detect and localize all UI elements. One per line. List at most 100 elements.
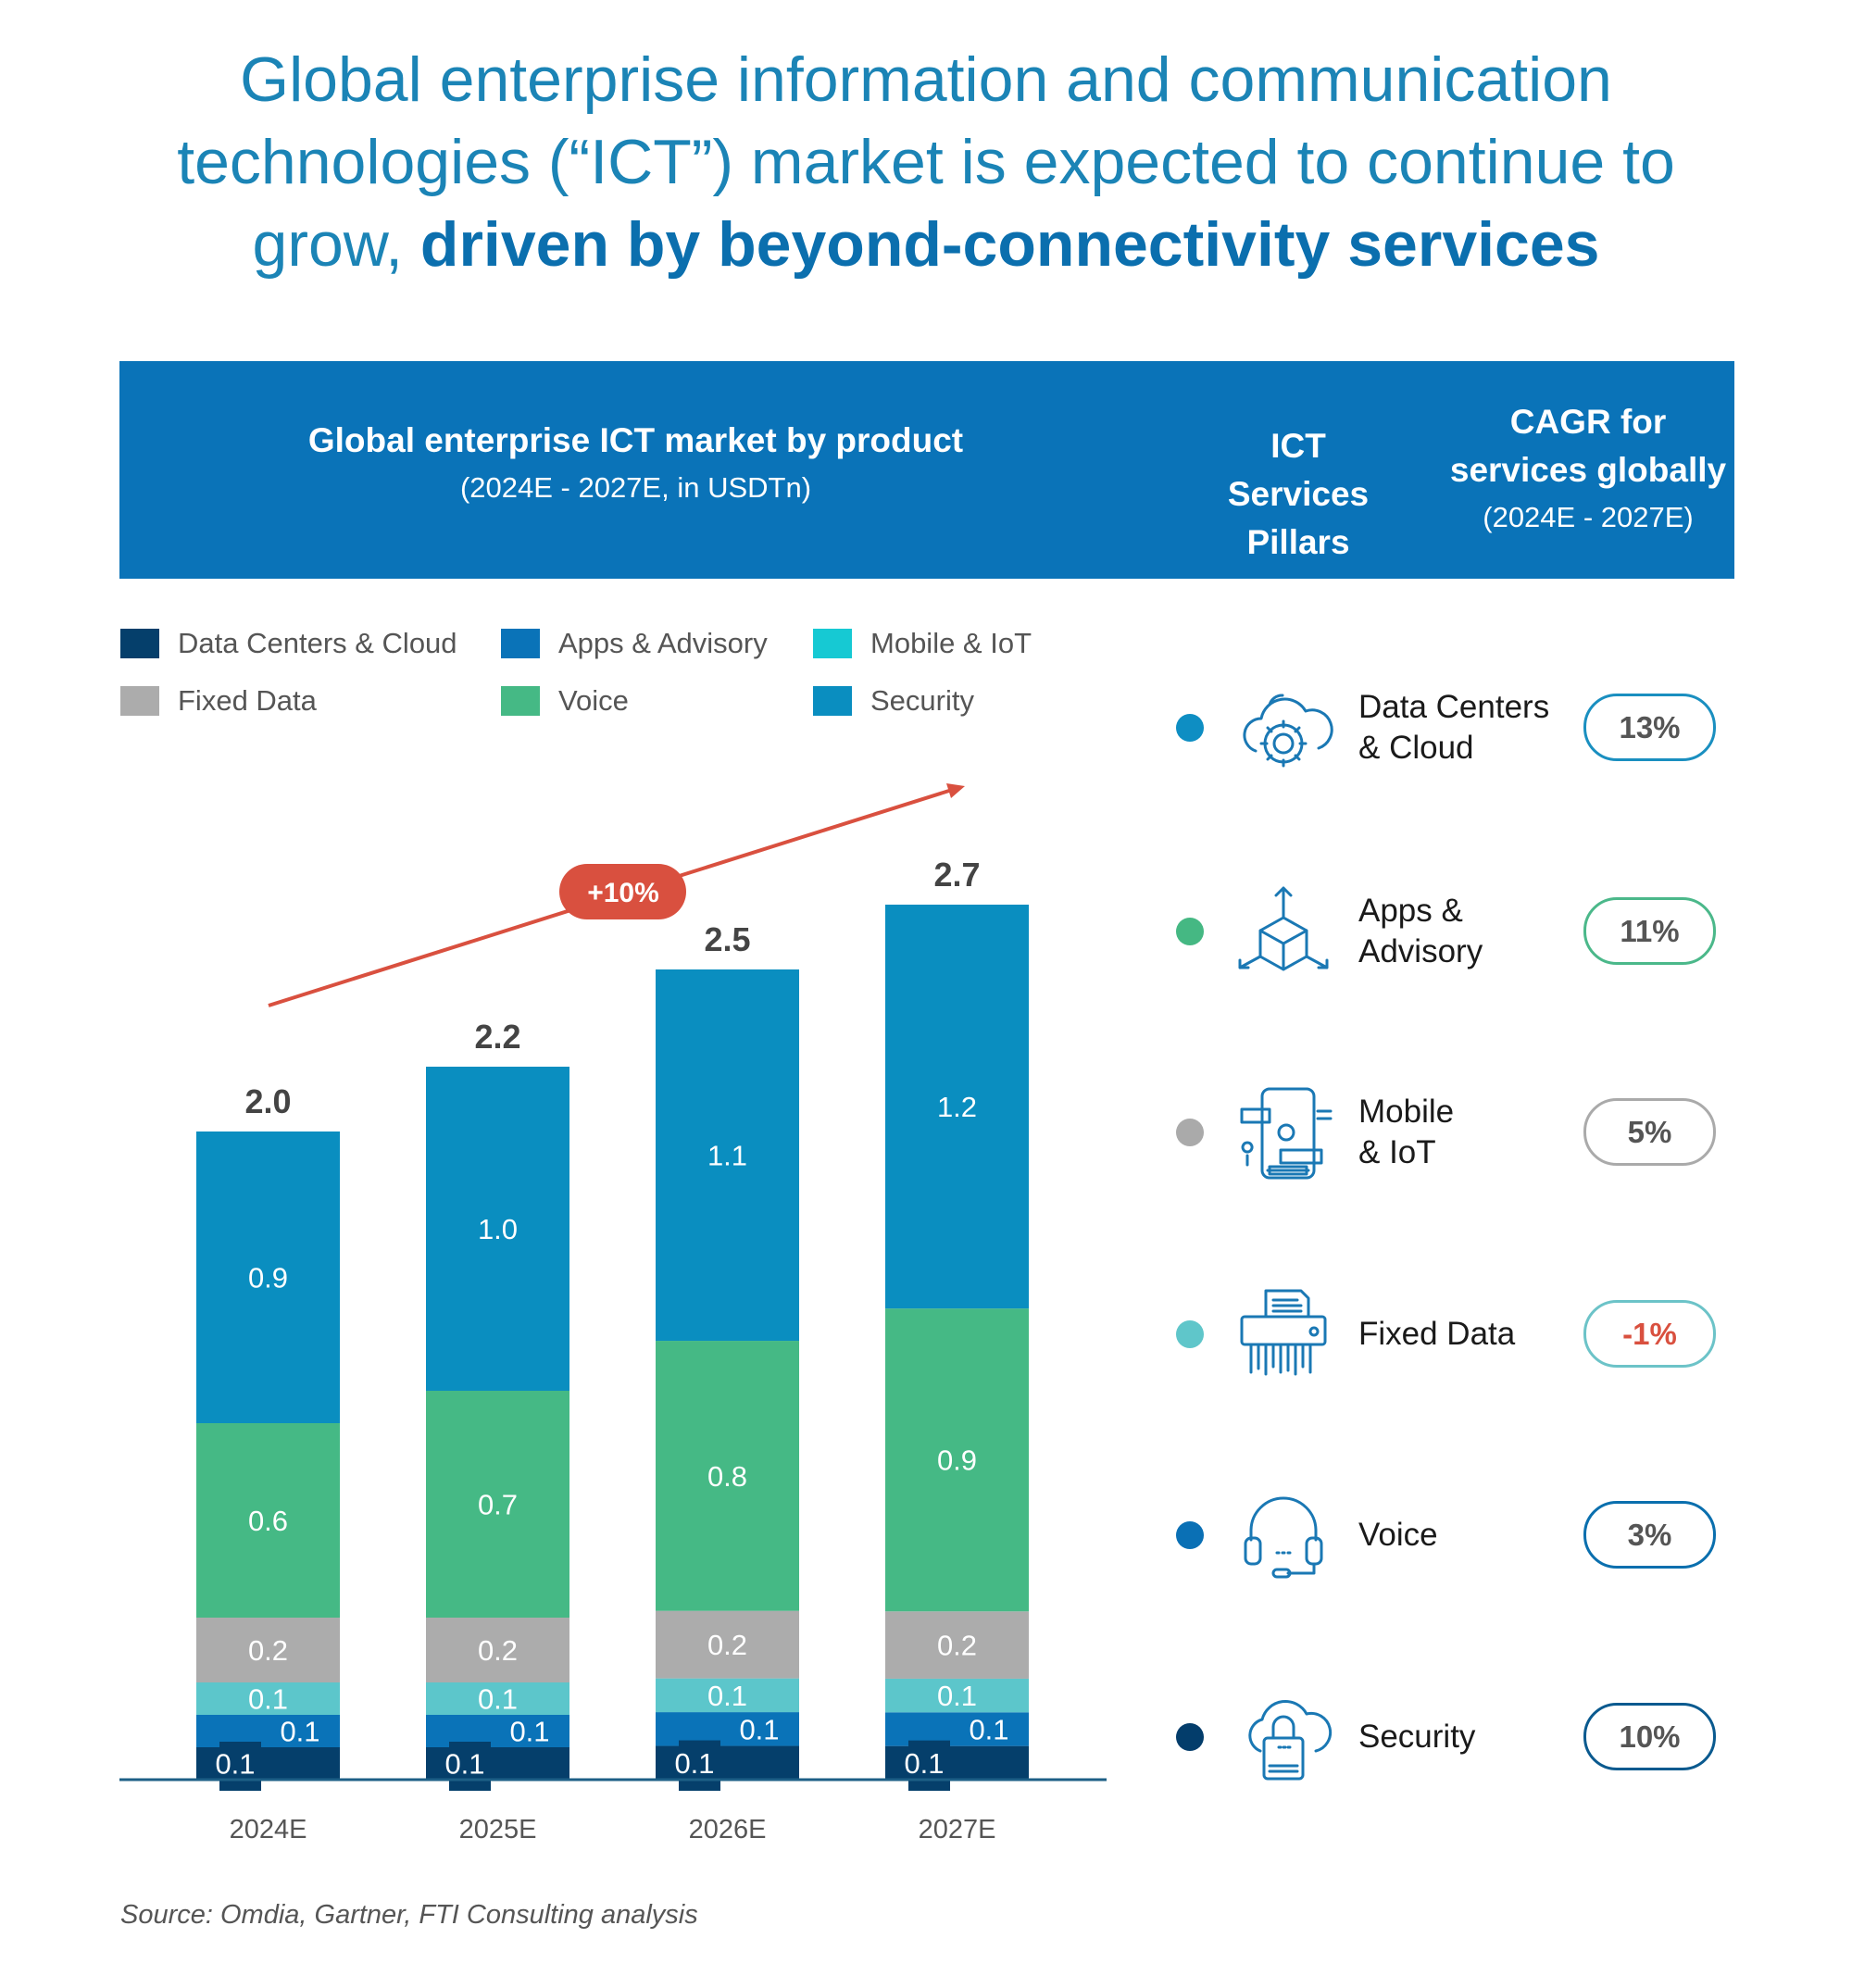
legend-label: Data Centers & Cloud <box>178 627 457 659</box>
pillar-dot <box>1176 1119 1204 1146</box>
data-label: 0.1 <box>969 1713 1008 1745</box>
legend-label: Fixed Data <box>178 684 317 717</box>
pillar-label-line: Security <box>1358 1719 1476 1755</box>
total-label: 2.0 <box>244 1082 291 1120</box>
pillar-label-line: Voice <box>1358 1517 1438 1553</box>
data-label: 0.1 <box>674 1747 714 1780</box>
data-label: 0.2 <box>248 1634 288 1667</box>
bar-segment <box>426 1067 569 1391</box>
x-tick-label: 2027E <box>919 1815 996 1844</box>
headset-icon <box>1244 1496 1323 1579</box>
bar-segment <box>426 1618 569 1682</box>
data-label: 0.1 <box>280 1716 319 1748</box>
pillar-dot <box>1176 714 1204 742</box>
cagr-pill: -1% <box>1583 1300 1716 1368</box>
data-label: 0.1 <box>478 1683 518 1716</box>
pillars-header: ICT Services Pillars <box>1196 422 1400 567</box>
mobile-iot-icon <box>1240 1087 1333 1180</box>
shredder-icon <box>1240 1289 1327 1376</box>
bar-segment <box>656 1610 799 1679</box>
pillar-label-line: Mobile <box>1358 1094 1455 1130</box>
cloud-lock-icon <box>1248 1699 1333 1781</box>
legend-swatch <box>501 686 540 716</box>
chart-header: Global enterprise ICT market by product … <box>119 417 1152 511</box>
pillar-label-line: Fixed Data <box>1358 1316 1516 1352</box>
legend-swatch <box>813 629 852 658</box>
source-note: Source: Omdia, Gartner, FTI Consulting a… <box>120 1900 698 1930</box>
bar-segment <box>656 1712 799 1746</box>
pillar-dot <box>1176 1723 1204 1751</box>
data-label: 0.1 <box>215 1748 255 1781</box>
pillar-row: Apps & Advisory 11% <box>1167 881 1741 982</box>
legend-item: Fixed Data <box>120 684 317 718</box>
legend-label: Voice <box>558 684 629 717</box>
pillar-label-line: & Cloud <box>1358 730 1474 766</box>
data-label: 0.1 <box>739 1713 779 1745</box>
data-label: 0.8 <box>707 1460 747 1493</box>
pillar-label: Voice <box>1358 1484 1438 1586</box>
bar-segment <box>885 905 1029 1309</box>
bar-segment <box>885 1678 1029 1713</box>
legend-item: Data Centers & Cloud <box>120 627 457 660</box>
bar-segment <box>885 1712 1029 1746</box>
total-label: 2.2 <box>474 1018 520 1056</box>
data-label: 0.9 <box>937 1444 977 1477</box>
data-label: 0.2 <box>707 1629 747 1661</box>
pillar-label-line: Advisory <box>1358 933 1483 969</box>
trend-arrowhead <box>946 783 965 798</box>
cagr-title-1: CAGR for <box>1509 403 1667 441</box>
cloud-gear-icon <box>1243 694 1333 768</box>
cagr-pill: 13% <box>1583 694 1716 761</box>
growth-pill <box>559 864 686 919</box>
legend-item: Mobile & IoT <box>813 627 1032 660</box>
x-tick-label: 2026E <box>689 1815 767 1844</box>
x-tick-label: 2025E <box>459 1815 537 1844</box>
data-label: 0.1 <box>707 1680 747 1712</box>
legend-swatch <box>813 686 852 716</box>
cube-arrows-icon <box>1238 886 1329 971</box>
total-label: 2.7 <box>933 856 980 894</box>
data-label: 1.2 <box>937 1091 977 1123</box>
bar-segment <box>426 1682 569 1715</box>
bar-segment <box>656 969 799 1342</box>
cagr-pill: 10% <box>1583 1703 1716 1770</box>
legend-item: Apps & Advisory <box>501 627 768 660</box>
pillar-dot <box>1176 1521 1204 1549</box>
bar-segment <box>196 1132 340 1423</box>
data-label: 0.6 <box>248 1505 288 1537</box>
data-label: 0.1 <box>248 1683 288 1716</box>
pillar-dot <box>1176 918 1204 945</box>
data-label: 0.1 <box>937 1680 977 1712</box>
legend-item: Voice <box>501 684 629 718</box>
data-label-box <box>679 1740 720 1791</box>
pillar-row: Data Centers & Cloud 13% <box>1167 677 1741 779</box>
total-label: 2.5 <box>704 920 750 958</box>
data-label: 0.1 <box>509 1716 549 1748</box>
title-line-1: Global enterprise information and commun… <box>240 44 1612 115</box>
legend-item: Security <box>813 684 974 718</box>
data-label: 0.1 <box>904 1747 944 1780</box>
title-regular: grow, <box>252 209 420 280</box>
pillar-label: Data Centers & Cloud <box>1358 677 1549 779</box>
pillar-row: Voice 3% <box>1167 1484 1741 1586</box>
bar-segment <box>196 1423 340 1618</box>
title-bold: driven by beyond-connectivity services <box>419 209 1600 280</box>
data-label: 0.9 <box>248 1262 288 1294</box>
cagr-pill: 11% <box>1583 897 1716 965</box>
data-label: 0.2 <box>937 1630 977 1662</box>
cagr-header: CAGR for services globally (2024E - 2027… <box>1440 398 1736 541</box>
chart-title: Global enterprise ICT market by product <box>307 421 964 459</box>
legend-label: Security <box>870 684 974 717</box>
data-label-box <box>449 1742 491 1791</box>
pillar-label: Fixed Data <box>1358 1283 1515 1385</box>
legend-swatch <box>120 686 159 716</box>
pillar-label: Apps & Advisory <box>1358 881 1483 982</box>
bar-segment <box>885 1611 1029 1679</box>
bar-segment <box>196 1618 340 1682</box>
bar-segment <box>656 1678 799 1713</box>
page-title: Global enterprise information and commun… <box>0 39 1852 286</box>
pillar-row: Fixed Data -1% <box>1167 1283 1741 1385</box>
pillar-label: Mobile & IoT <box>1358 1082 1454 1183</box>
data-label-box <box>219 1742 261 1791</box>
